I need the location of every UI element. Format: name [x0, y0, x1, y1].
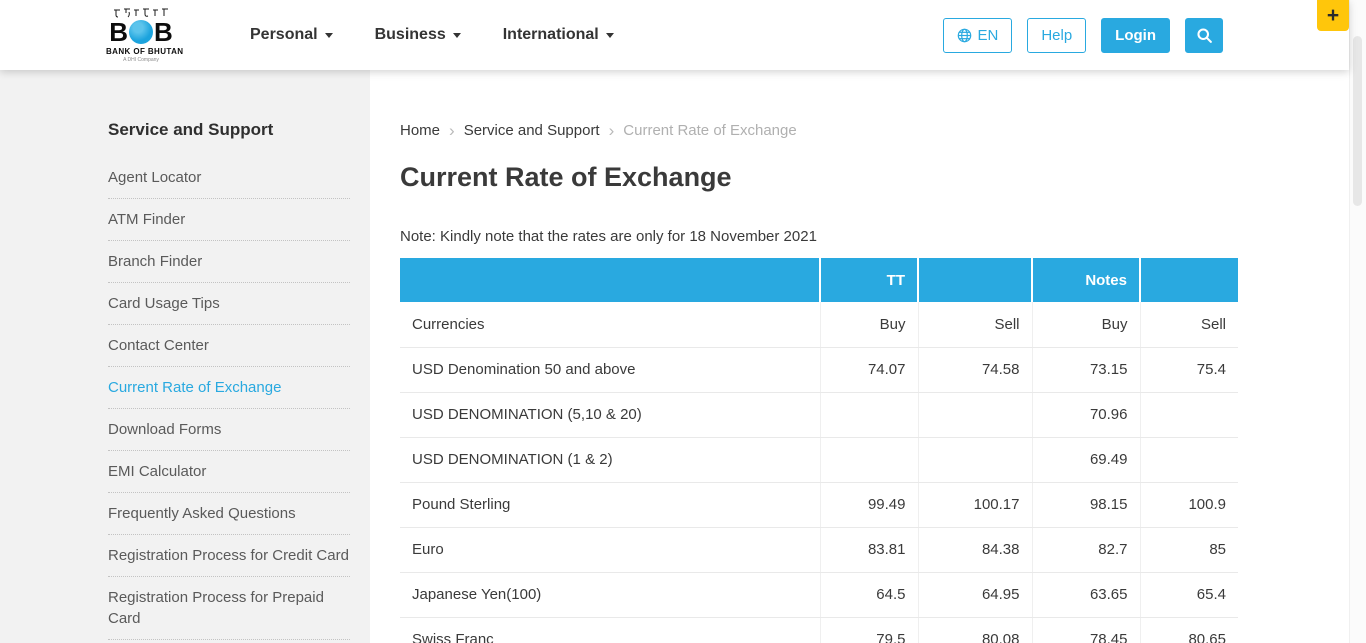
dzongkha-script-text — [114, 8, 168, 18]
sidebar-item-registration-prepaid-card[interactable]: Registration Process for Prepaid Card — [108, 577, 350, 640]
nav-item-business[interactable]: Business — [375, 26, 461, 44]
breadcrumb: Home › Service and Support › Current Rat… — [400, 122, 1349, 139]
table-row-euro: Euro 83.81 84.38 82.7 85 — [400, 527, 1238, 573]
sidebar-menu: Agent Locator ATM Finder Branch Finder C… — [108, 157, 350, 640]
page-title: Current Rate of Exchange — [400, 162, 732, 192]
help-button[interactable]: Help — [1027, 17, 1087, 53]
nav-item-international[interactable]: International — [503, 26, 614, 44]
login-button[interactable]: Login — [1101, 17, 1170, 53]
chevron-down-icon — [452, 32, 461, 38]
sidebar-item-atm-finder[interactable]: ATM Finder — [108, 199, 350, 241]
logo-letter-b-left: B — [109, 17, 128, 47]
logo-subcaption: A DHI Company — [123, 57, 159, 63]
header-empty — [917, 258, 1032, 302]
main-content: Home › Service and Support › Current Rat… — [370, 70, 1349, 643]
table-row-usd-5-10-20: USD DENOMINATION (5,10 & 20) 70.96 — [400, 392, 1238, 438]
chevron-right-icon: › — [608, 121, 615, 140]
scrollbar-thumb[interactable] — [1353, 36, 1362, 206]
top-navbar: B B BANK OF BHUTAN A DHI Company Persona… — [0, 0, 1349, 70]
table-row-usd-1-2: USD DENOMINATION (1 & 2) 69.49 — [400, 437, 1238, 483]
header-tt: TT — [819, 258, 918, 302]
main-menu: Personal Business International — [250, 26, 614, 44]
table-header-row: TT Notes — [400, 258, 1238, 302]
exchange-rates-table: TT Notes Currencies Buy Sell Buy Sell US… — [400, 258, 1238, 643]
logo-letter-b-right: B — [154, 17, 173, 47]
breadcrumb-home[interactable]: Home — [400, 122, 441, 139]
search-button[interactable] — [1185, 17, 1223, 53]
table-row-pound-sterling: Pound Sterling 99.49 100.17 98.15 100.9 — [400, 482, 1238, 528]
sidebar-item-card-usage-tips[interactable]: Card Usage Tips — [108, 283, 350, 325]
sidebar-item-contact-center[interactable]: Contact Center — [108, 325, 350, 367]
table-row-usd-50-above: USD Denomination 50 and above 74.07 74.5… — [400, 347, 1238, 393]
table-subheader-row: Currencies Buy Sell Buy Sell — [400, 302, 1238, 348]
rates-date-note: Note: Kindly note that the rates are onl… — [400, 228, 817, 245]
sidebar-item-download-forms[interactable]: Download Forms — [108, 409, 350, 451]
table-row-swiss-franc: Swiss Franc 79.5 80.08 78.45 80.65 — [400, 617, 1238, 643]
sidebar-item-agent-locator[interactable]: Agent Locator — [108, 157, 350, 199]
breadcrumb-service-and-support[interactable]: Service and Support — [463, 122, 600, 139]
sidebar-item-emi-calculator[interactable]: EMI Calculator — [108, 451, 350, 493]
header-empty — [1139, 258, 1238, 302]
chevron-right-icon: › — [449, 121, 455, 140]
table-row-japanese-yen: Japanese Yen(100) 64.5 64.95 63.65 65.4 — [400, 572, 1238, 618]
sidebar-service-and-support: Service and Support Agent Locator ATM Fi… — [0, 70, 370, 643]
search-icon — [1196, 27, 1212, 43]
chevron-down-icon — [324, 32, 333, 38]
bank-of-bhutan-logo[interactable]: B B BANK OF BHUTAN A DHI Company — [106, 7, 184, 63]
sidebar-item-registration-credit-card[interactable]: Registration Process for Credit Card — [108, 535, 350, 577]
accessibility-plus-button[interactable]: + — [1317, 0, 1349, 31]
chevron-down-icon — [605, 32, 614, 38]
header-notes: Notes — [1031, 258, 1140, 302]
header-empty — [400, 258, 820, 302]
logo-circle-icon — [129, 20, 153, 44]
nav-item-personal[interactable]: Personal — [250, 26, 333, 44]
sidebar-item-current-rate-of-exchange[interactable]: Current Rate of Exchange — [108, 367, 350, 409]
sidebar-item-faq[interactable]: Frequently Asked Questions — [108, 493, 350, 535]
sidebar-title: Service and Support — [108, 120, 274, 139]
globe-icon — [958, 28, 972, 42]
sidebar-item-branch-finder[interactable]: Branch Finder — [108, 241, 350, 283]
logo-caption: BANK OF BHUTAN — [106, 47, 184, 56]
language-button[interactable]: EN — [943, 17, 1013, 53]
scrollbar-track[interactable] — [1349, 0, 1366, 643]
breadcrumb-current-page: Current Rate of Exchange — [623, 122, 797, 139]
navbar-actions: EN Help Login — [943, 17, 1223, 53]
